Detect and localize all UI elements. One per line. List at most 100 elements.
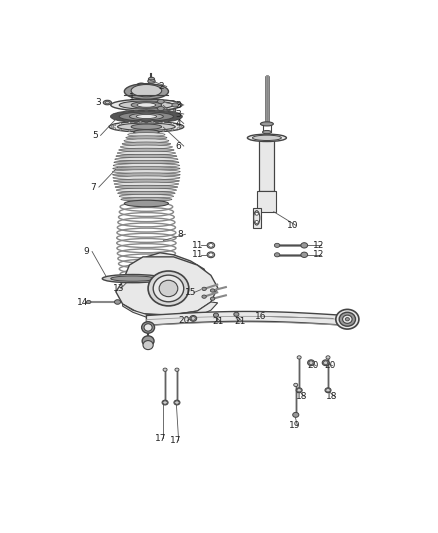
Ellipse shape [207,243,215,248]
Ellipse shape [119,195,174,198]
Polygon shape [259,140,274,191]
Ellipse shape [325,388,331,393]
Text: 20: 20 [179,316,190,325]
Ellipse shape [153,275,184,302]
Ellipse shape [119,112,173,121]
Ellipse shape [141,322,155,333]
Ellipse shape [177,117,180,119]
Ellipse shape [139,121,142,123]
Ellipse shape [339,312,356,326]
Ellipse shape [155,110,159,112]
Ellipse shape [134,130,159,134]
Ellipse shape [297,389,301,392]
Text: 18: 18 [296,392,307,401]
Ellipse shape [234,312,239,317]
Text: 12: 12 [313,241,324,250]
Ellipse shape [171,129,174,131]
Text: 8: 8 [177,230,183,239]
Ellipse shape [163,401,167,404]
Ellipse shape [86,301,91,304]
Ellipse shape [119,129,122,131]
Text: 12: 12 [313,251,324,259]
Ellipse shape [297,356,301,359]
Text: 17: 17 [170,436,182,445]
Text: 5: 5 [92,131,98,140]
Ellipse shape [124,200,169,207]
Ellipse shape [255,212,258,215]
Ellipse shape [128,122,131,123]
Ellipse shape [301,252,307,257]
Text: 2: 2 [158,82,164,91]
Ellipse shape [105,101,110,104]
Ellipse shape [113,114,116,116]
Text: 20: 20 [324,361,336,370]
Ellipse shape [139,131,142,132]
Text: 13: 13 [113,284,124,293]
Ellipse shape [113,169,180,173]
Ellipse shape [326,356,330,359]
Ellipse shape [125,120,128,122]
Ellipse shape [309,361,313,365]
Text: 19: 19 [289,422,300,431]
Ellipse shape [144,324,152,331]
Ellipse shape [119,101,173,109]
Text: 6: 6 [175,142,181,150]
Ellipse shape [174,400,180,405]
Ellipse shape [102,274,163,282]
Ellipse shape [322,360,329,366]
Ellipse shape [213,313,219,317]
Polygon shape [253,207,261,228]
Ellipse shape [252,135,281,141]
Text: 1: 1 [130,93,135,102]
Polygon shape [146,311,346,325]
Ellipse shape [151,131,154,132]
Ellipse shape [274,243,280,247]
Polygon shape [140,253,208,295]
Ellipse shape [111,110,182,123]
Ellipse shape [175,401,179,404]
Ellipse shape [148,271,189,306]
Ellipse shape [177,124,180,126]
Ellipse shape [293,413,299,417]
Text: 21: 21 [234,317,245,326]
Ellipse shape [113,167,180,171]
Ellipse shape [128,133,165,136]
Ellipse shape [175,368,179,372]
Text: 7: 7 [90,183,96,191]
Ellipse shape [119,123,122,124]
Text: 10: 10 [287,221,299,230]
Ellipse shape [117,112,120,114]
Ellipse shape [168,101,176,105]
Text: 4: 4 [175,119,181,128]
Ellipse shape [120,145,173,149]
Ellipse shape [151,121,154,123]
Ellipse shape [125,111,128,113]
Ellipse shape [114,300,120,304]
Ellipse shape [210,289,215,292]
Ellipse shape [162,122,165,123]
Ellipse shape [159,280,178,297]
Ellipse shape [179,116,182,117]
Text: 17: 17 [155,434,166,443]
Ellipse shape [336,309,359,329]
Text: 18: 18 [326,392,338,401]
Ellipse shape [115,157,178,161]
Ellipse shape [143,341,153,350]
Ellipse shape [145,110,148,112]
Ellipse shape [345,318,350,321]
Ellipse shape [124,139,169,142]
Ellipse shape [191,317,195,320]
Ellipse shape [126,136,167,140]
Ellipse shape [148,79,155,83]
Ellipse shape [103,100,111,105]
Ellipse shape [190,316,197,321]
Ellipse shape [162,130,165,132]
Ellipse shape [172,112,176,114]
Ellipse shape [113,117,116,119]
Ellipse shape [294,383,298,386]
Polygon shape [258,191,276,212]
Ellipse shape [148,77,155,81]
Ellipse shape [208,244,213,247]
Ellipse shape [117,119,120,121]
Ellipse shape [130,113,163,120]
